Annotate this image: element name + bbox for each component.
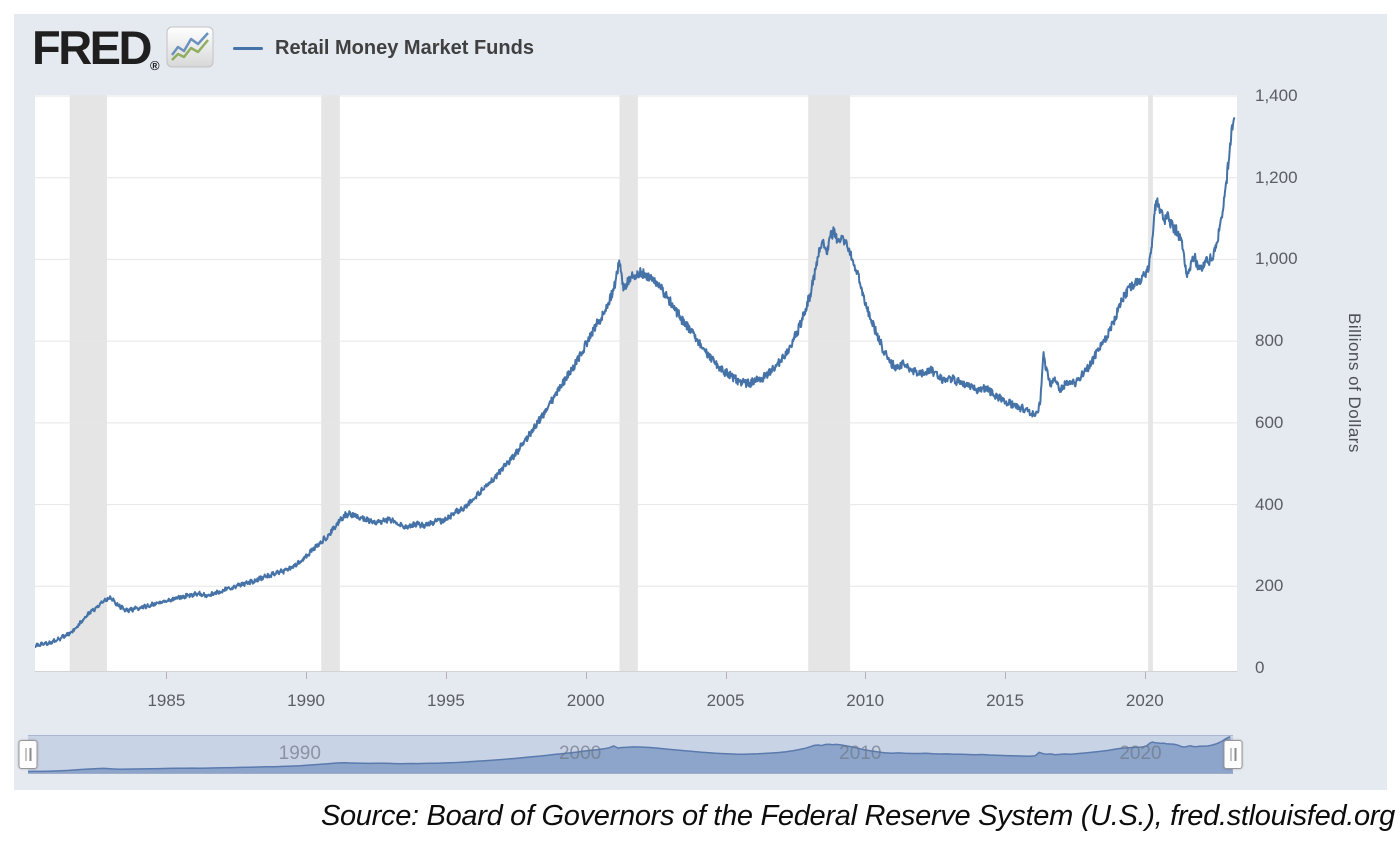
- y-axis-tick-label: 600: [1255, 412, 1284, 432]
- range-handle-left[interactable]: [18, 740, 38, 769]
- source-caption: Source: Board of Governors of the Federa…: [320, 800, 1395, 832]
- x-axis-tick: [725, 672, 727, 679]
- series-line: [35, 117, 1236, 649]
- x-axis-tick: [865, 672, 867, 679]
- x-axis-tick-label: 1995: [426, 691, 465, 710]
- x-axis-tick: [306, 672, 308, 679]
- range-selector-track[interactable]: 1990 2000 2010 2020: [28, 735, 1233, 774]
- y-axis-tick-label: 0: [1255, 658, 1265, 677]
- x-axis-tick-label: 2010: [846, 691, 885, 710]
- mini-year-label: 2000: [558, 743, 602, 764]
- y-axis-tick-label: 1,400: [1255, 86, 1298, 105]
- fred-logo[interactable]: FRED®: [32, 22, 160, 92]
- recession-band: [321, 95, 340, 671]
- mini-year-label: 1990: [278, 743, 321, 764]
- legend: Retail Money Market Funds: [233, 34, 534, 62]
- y-axis-tick-label: 1,000: [1255, 249, 1298, 269]
- mini-year-label: 2020: [1119, 743, 1162, 764]
- x-axis-tick-label: 2015: [986, 691, 1024, 710]
- registered-trademark: ®: [149, 58, 160, 73]
- x-axis-tick-label: 2020: [1125, 691, 1164, 710]
- x-axis-tick-label: 1985: [147, 691, 186, 710]
- x-axis-tick-label: 2000: [566, 691, 605, 710]
- x-axis-tick: [1005, 672, 1006, 679]
- recession-band: [808, 95, 851, 671]
- y-axis-tick-label: 800: [1255, 331, 1284, 351]
- mini-line: [28, 736, 1231, 773]
- recession-band: [619, 95, 638, 671]
- x-axis-tick-label: 2005: [706, 691, 745, 710]
- y-axis-tick-label: 400: [1255, 494, 1284, 514]
- recession-band: [1148, 95, 1153, 671]
- x-axis-tick-label: 1990: [287, 691, 326, 710]
- y-axis-tick-label: 1,200: [1255, 167, 1298, 187]
- plot-area[interactable]: [35, 95, 1237, 672]
- x-axis-tick: [1144, 672, 1146, 679]
- legend-line-swatch: [233, 46, 263, 50]
- legend-series-label[interactable]: Retail Money Market Funds: [275, 36, 534, 59]
- fred-sparkline-icon: [166, 26, 214, 68]
- x-axis-tick: [166, 672, 168, 679]
- x-axis-tick: [445, 672, 447, 679]
- y-axis-title: Billions of Dollars: [1345, 313, 1364, 453]
- fred-logo-text: FRED: [32, 21, 152, 74]
- x-axis-tick: [585, 672, 587, 679]
- recession-band: [69, 95, 107, 671]
- y-axis-tick-label: 200: [1255, 576, 1284, 596]
- mini-year-label: 2010: [839, 743, 882, 764]
- range-handle-right[interactable]: [1223, 740, 1243, 769]
- fred-chart-widget: FRED® Retail Money Market Funds 0 200 400 6…: [14, 14, 1387, 790]
